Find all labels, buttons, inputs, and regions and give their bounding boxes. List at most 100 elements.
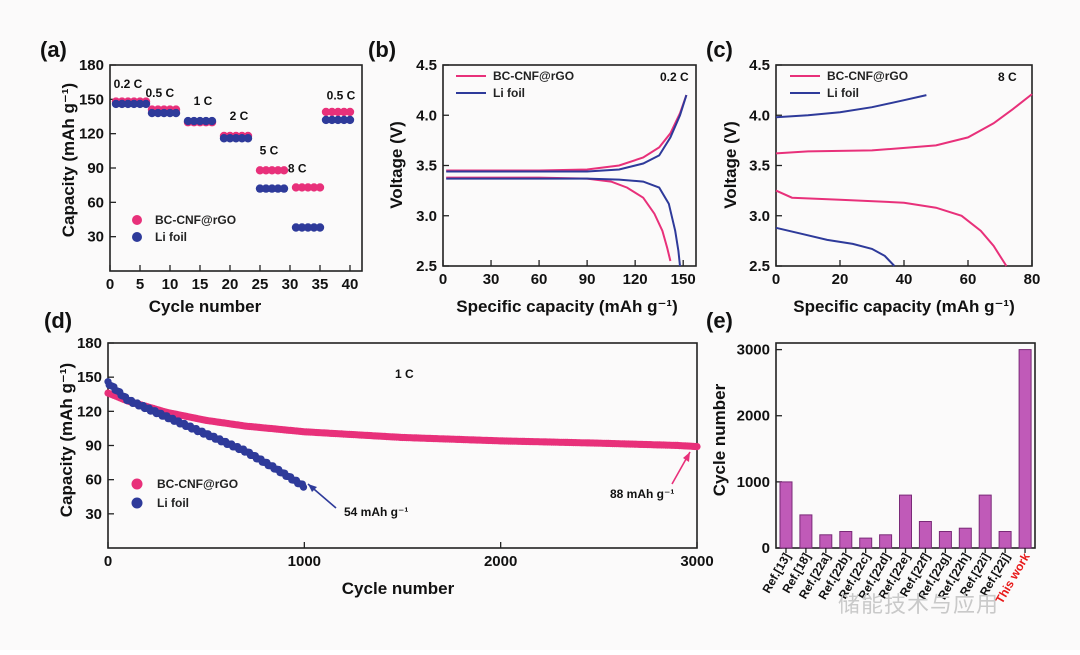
panel-e-bar xyxy=(859,537,873,549)
panel-a-xtick-label: 40 xyxy=(342,276,359,293)
panel-c-xtick-label: 40 xyxy=(896,271,913,288)
panel-a-point-li xyxy=(237,134,247,143)
panel-a-point-bc xyxy=(333,107,343,117)
panel-c-curve-li-discharge xyxy=(775,226,896,267)
panel-a-point-li xyxy=(315,223,325,232)
panel-c-ylabel: Voltage (V) xyxy=(721,121,740,209)
panel-c-xtick-label: 80 xyxy=(1024,271,1041,288)
panel-a-point-li xyxy=(183,116,193,126)
panel-c-letter: (c) xyxy=(706,37,733,62)
panel-a-point-bc xyxy=(291,183,301,192)
panel-c-legend-bc: BC-CNF@rGO xyxy=(827,69,908,83)
panel-b-letter: (b) xyxy=(368,37,396,62)
panel-c-xtick-label: 60 xyxy=(960,271,977,288)
panel-e-ylabel: Cycle number xyxy=(710,383,729,496)
panel-a-point-li xyxy=(147,108,157,118)
panel-d: (d) Cycle number Capacity (mAh g⁻¹) 1 C … xyxy=(44,308,714,598)
panel-a-rate-label: 5 C xyxy=(260,143,279,157)
legend-marker-bc xyxy=(132,215,142,225)
panel-a-ytick-label: 30 xyxy=(87,229,104,246)
panel-b-xtick-label: 90 xyxy=(579,271,596,288)
panel-e-ytick-label: 1000 xyxy=(737,474,770,491)
panel-a-point-bc xyxy=(339,107,349,117)
panel-b-ylabel: Voltage (V) xyxy=(387,121,406,209)
panel-d-ytick-label: 30 xyxy=(85,506,102,523)
panel-a-point-bc xyxy=(297,183,307,192)
panel-a-point-li xyxy=(219,134,229,143)
panel-d-rate-annotation: 1 C xyxy=(395,367,414,381)
panel-a-point-li xyxy=(231,134,241,143)
panel-e-bar xyxy=(918,521,932,549)
panel-a-ylabel: Capacity (mAh g⁻¹) xyxy=(59,83,78,237)
panel-b-xtick-label: 120 xyxy=(623,271,648,288)
panel-a-xtick-label: 30 xyxy=(282,276,299,293)
panel-a-point-bc xyxy=(303,183,313,192)
panel-a-point-li xyxy=(111,99,121,109)
panel-b-xtick-label: 60 xyxy=(531,271,548,288)
panel-d-xtick-label: 3000 xyxy=(680,553,713,570)
panel-a-point-li xyxy=(291,223,301,232)
panel-a-xtick-label: 10 xyxy=(162,276,179,293)
panel-d-xtick-label: 0 xyxy=(104,553,112,570)
panel-a-point-li xyxy=(321,115,331,125)
panel-e-ytick-label: 0 xyxy=(762,540,770,557)
panel-c-ytick-label: 3.0 xyxy=(749,208,770,225)
panel-a-point-li xyxy=(171,108,181,118)
panel-c-xlabel: Specific capacity (mAh g⁻¹) xyxy=(793,297,1015,316)
panel-a-point-li xyxy=(135,99,145,109)
panel-b-legend-li: Li foil xyxy=(493,86,525,100)
panel-a-point-li xyxy=(261,184,271,193)
panel-a-point-li xyxy=(195,116,205,126)
panel-c-legend: BC-CNF@rGO Li foil xyxy=(790,69,908,100)
panel-e-bar xyxy=(799,514,813,549)
panel-b-xtick-label: 0 xyxy=(439,271,447,288)
panel-c-ytick-label: 2.5 xyxy=(749,258,770,275)
panel-d-xtick-label: 1000 xyxy=(288,553,321,570)
panel-a-point-li xyxy=(303,223,313,232)
panel-d-callout-li-text: 54 mAh g⁻¹ xyxy=(344,505,408,519)
panel-a-point-li xyxy=(141,99,151,109)
panel-b-curve-li-discharge xyxy=(446,177,681,267)
panel-a-rate-label: 8 C xyxy=(288,162,307,176)
panel-a-xtick-label: 20 xyxy=(222,276,239,293)
panel-a-point-bc xyxy=(315,183,325,192)
panel-d-point-li xyxy=(299,483,308,491)
panel-a-point-li xyxy=(129,99,139,109)
panel-d-legend: BC-CNF@rGO Li foil xyxy=(131,477,238,510)
panel-b-curve-li-charge xyxy=(446,94,688,173)
panel-a-point-li xyxy=(117,99,127,109)
panel-c-xtick-label: 0 xyxy=(772,271,780,288)
panel-c-curve-li-charge xyxy=(775,94,927,119)
panel-c-legend-li: Li foil xyxy=(827,86,859,100)
panel-a-rate-label: 2 C xyxy=(230,109,249,123)
panel-a-point-bc xyxy=(267,166,277,175)
panel-a-point-li xyxy=(327,115,337,125)
panel-a-ytick-label: 150 xyxy=(79,91,104,108)
panel-e-bar xyxy=(839,531,853,549)
panel-a-point-bc xyxy=(279,166,289,175)
panel-a-xtick-label: 25 xyxy=(252,276,269,293)
panel-a-rate-label: 1 C xyxy=(194,94,213,108)
panel-a-ytick-label: 90 xyxy=(87,160,104,177)
panel-a-point-li xyxy=(273,184,283,193)
panel-a-xtick-label: 0 xyxy=(106,276,114,293)
panel-d-letter: (d) xyxy=(44,308,72,333)
panel-a: (a) Cycle number Capacity (mAh g⁻¹) BC-C… xyxy=(40,37,363,316)
panel-e-bar xyxy=(958,527,972,549)
panel-a-rate-label: 0.5 C xyxy=(327,88,356,102)
panel-d-ylabel: Capacity (mAh g⁻¹) xyxy=(57,363,76,517)
panel-a-legend: BC-CNF@rGO Li foil xyxy=(132,213,236,244)
watermark: 储能技术与应用 xyxy=(838,592,999,617)
panel-b-xtick-label: 30 xyxy=(483,271,500,288)
callout-arrowhead-li xyxy=(308,484,317,492)
legend-marker-li xyxy=(132,232,142,242)
panel-a-point-li xyxy=(201,116,211,126)
panel-e-bar xyxy=(1018,349,1032,549)
panel-e-letter: (e) xyxy=(706,308,733,333)
panel-a-point-bc xyxy=(273,166,283,175)
panel-b-ytick-label: 2.5 xyxy=(416,258,437,275)
panel-a-point-bc xyxy=(261,166,271,175)
callout-arrowhead-bc xyxy=(683,452,690,462)
panel-a-xtick-label: 15 xyxy=(192,276,209,293)
